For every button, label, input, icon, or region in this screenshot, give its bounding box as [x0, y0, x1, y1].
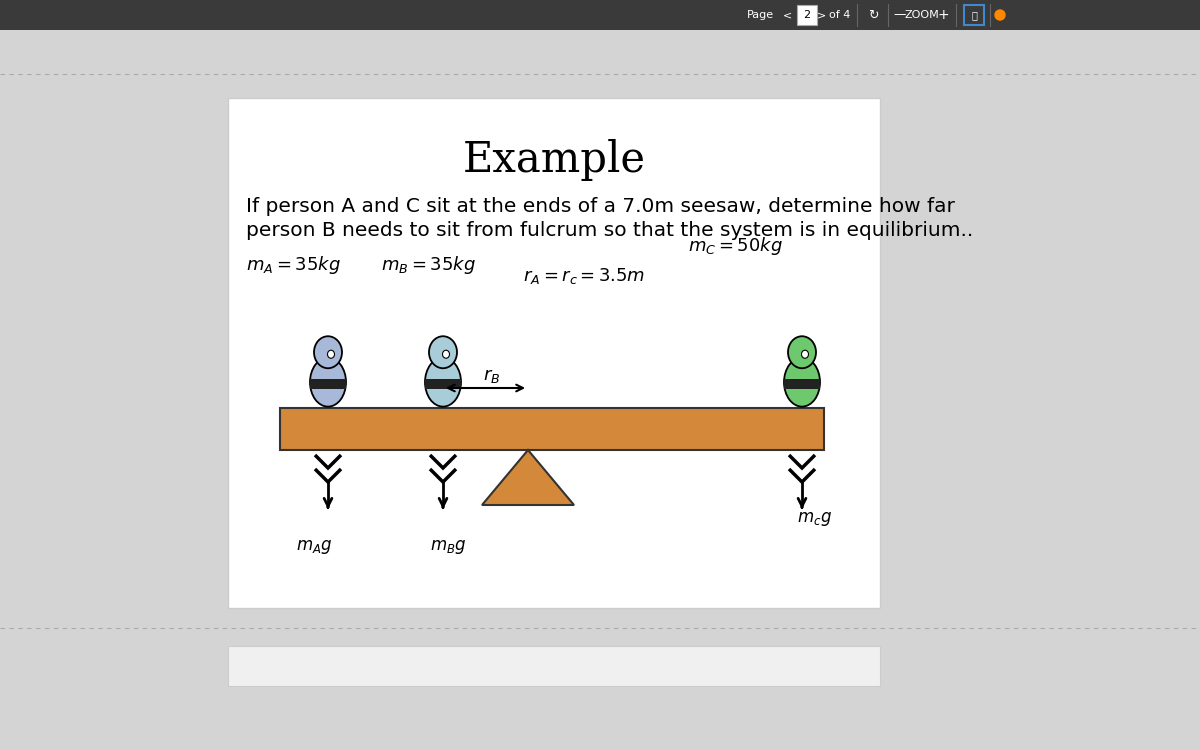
- Text: $r_A = r_c = 3.5m$: $r_A = r_c = 3.5m$: [523, 266, 644, 286]
- Text: $m_Ag$: $m_Ag$: [295, 538, 332, 556]
- Text: $r_B$: $r_B$: [482, 367, 500, 385]
- Text: person B needs to sit from fulcrum so that the system is in equilibrium..: person B needs to sit from fulcrum so th…: [246, 220, 973, 239]
- Text: —: —: [894, 8, 906, 22]
- Text: <: <: [784, 10, 793, 20]
- Ellipse shape: [310, 358, 346, 407]
- Text: $m_Bg$: $m_Bg$: [430, 538, 467, 556]
- Bar: [228, 98, 880, 608]
- Bar: [784, 379, 820, 388]
- Bar: [228, 646, 880, 686]
- Circle shape: [995, 10, 1006, 20]
- Ellipse shape: [443, 350, 450, 358]
- Text: $m_C = 50kg$: $m_C = 50kg$: [688, 235, 782, 257]
- Ellipse shape: [788, 336, 816, 368]
- Ellipse shape: [328, 350, 335, 358]
- Text: 2: 2: [804, 10, 810, 20]
- Text: If person A and C sit at the ends of a 7.0m seesaw, determine how far: If person A and C sit at the ends of a 7…: [246, 196, 955, 215]
- Bar: [0, 0, 1200, 30]
- Text: +: +: [937, 8, 949, 22]
- Polygon shape: [482, 450, 574, 505]
- Ellipse shape: [430, 336, 457, 368]
- Text: Page: Page: [746, 10, 774, 20]
- Text: >: >: [817, 10, 827, 20]
- Ellipse shape: [802, 350, 809, 358]
- FancyBboxPatch shape: [797, 5, 817, 25]
- Text: $m_B = 35kg$: $m_B = 35kg$: [382, 254, 476, 276]
- Bar: [310, 379, 346, 388]
- Bar: [425, 379, 461, 388]
- Text: Example: Example: [462, 139, 646, 181]
- Ellipse shape: [314, 336, 342, 368]
- Text: $m_A = 35kg$: $m_A = 35kg$: [246, 254, 341, 276]
- Text: of 4: of 4: [829, 10, 851, 20]
- Ellipse shape: [784, 358, 820, 407]
- Text: ⤢: ⤢: [971, 10, 977, 20]
- Text: $m_cg$: $m_cg$: [797, 510, 832, 528]
- Ellipse shape: [425, 358, 461, 407]
- Bar: [280, 408, 824, 450]
- Text: ZOOM: ZOOM: [905, 10, 940, 20]
- Text: ↻: ↻: [868, 8, 878, 22]
